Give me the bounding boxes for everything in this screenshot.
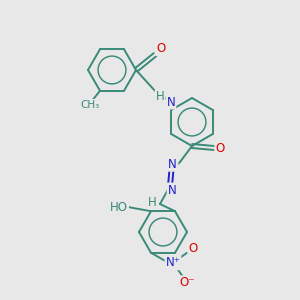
Text: CH₃: CH₃ [80, 100, 100, 110]
Text: H: H [156, 91, 164, 103]
Text: O: O [215, 142, 225, 154]
Text: N: N [168, 184, 176, 196]
Text: H: H [169, 158, 177, 170]
Text: O: O [156, 42, 166, 55]
Text: HO: HO [110, 201, 128, 214]
Text: H: H [148, 196, 156, 208]
Text: N: N [168, 158, 176, 170]
Text: O⁻: O⁻ [179, 276, 195, 289]
Text: N⁺: N⁺ [166, 256, 180, 269]
Text: N: N [167, 95, 176, 109]
Text: O: O [188, 242, 198, 255]
